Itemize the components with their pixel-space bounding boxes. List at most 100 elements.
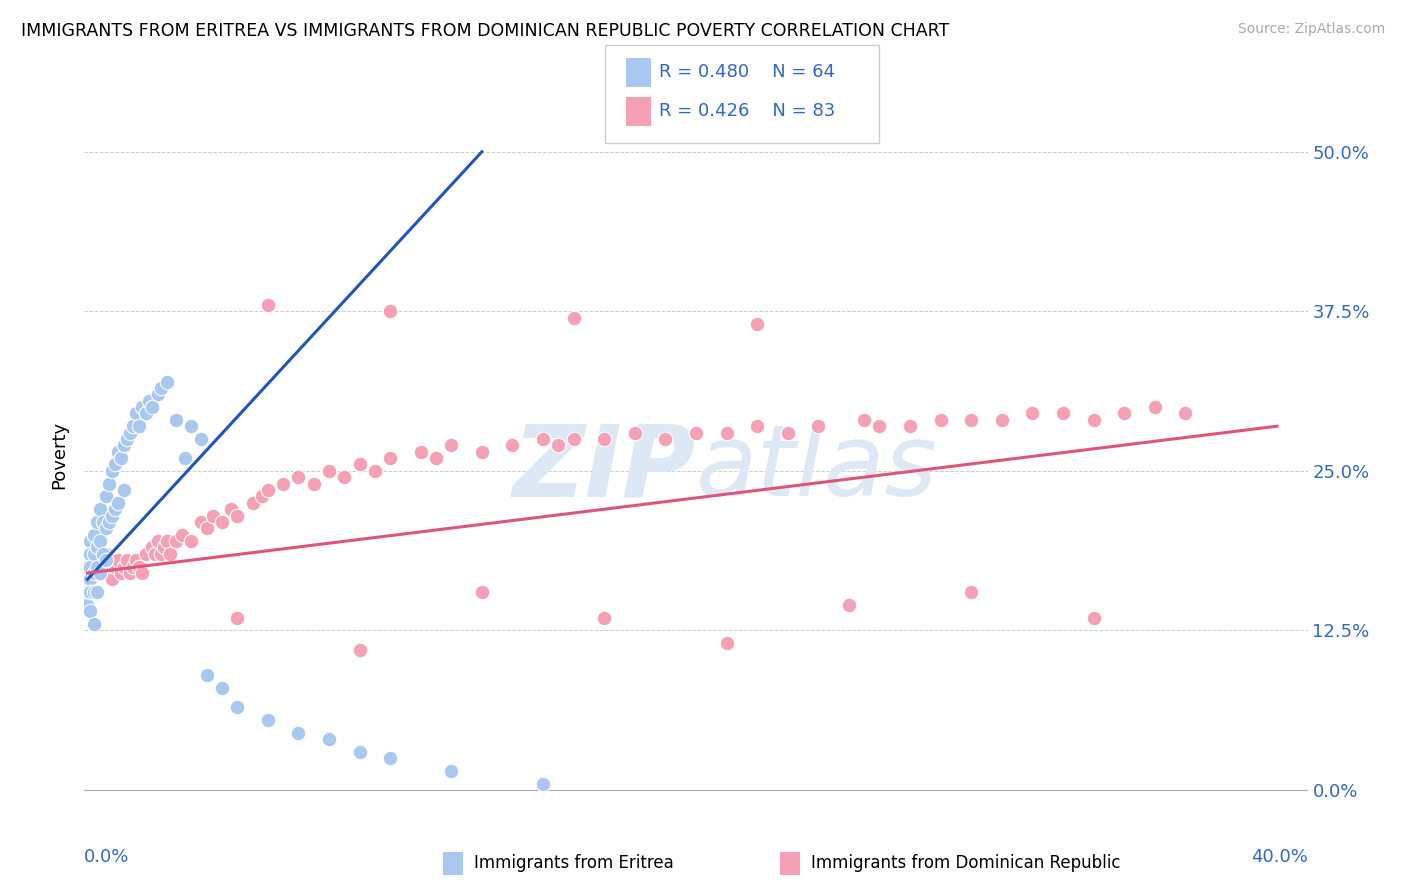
Point [1174,406,1197,420]
Point [97,566,120,580]
Point [86,559,108,574]
Point [141,541,163,555]
Point [747,317,769,331]
Point [190,515,212,529]
Point [79,547,101,561]
Point [146,534,169,549]
Point [94,490,117,504]
Point [349,458,371,472]
Point [131,566,153,580]
Point [83,585,105,599]
Point [349,642,371,657]
Point [318,464,340,478]
Text: Source: ZipAtlas.com: Source: ZipAtlas.com [1237,22,1385,37]
Point [79,559,101,574]
Point [226,610,249,624]
Point [159,547,181,561]
Point [257,713,280,727]
Point [1083,413,1105,427]
Point [156,375,179,389]
Point [302,476,325,491]
Point [853,413,876,427]
Point [380,451,402,466]
Point [776,425,799,440]
Point [1143,400,1166,414]
Point [143,547,166,561]
Point [91,515,114,529]
Point [83,617,105,632]
Point [104,559,127,574]
Point [1083,610,1105,624]
Point [107,553,129,567]
Point [364,464,387,478]
Point [79,573,101,587]
Point [271,476,294,491]
Point [257,483,280,497]
Text: 40.0%: 40.0% [1251,848,1308,866]
Point [502,438,524,452]
Point [76,585,98,599]
Point [593,610,616,624]
Point [149,547,172,561]
Point [929,413,952,427]
Point [440,764,463,778]
Point [76,598,98,612]
Point [101,573,124,587]
Point [83,547,105,561]
Point [1052,406,1074,420]
Point [94,547,117,561]
Point [547,438,569,452]
Point [83,566,105,580]
Point [531,432,554,446]
Point [128,419,150,434]
Point [287,725,309,739]
Point [104,502,127,516]
Text: R = 0.480    N = 64: R = 0.480 N = 64 [659,63,835,81]
Point [471,444,494,458]
Point [79,604,101,618]
Point [685,425,707,440]
Point [76,559,98,574]
Point [242,496,264,510]
Point [380,304,402,318]
Text: atlas: atlas [696,420,938,517]
Point [125,553,148,567]
Point [112,559,135,574]
Point [101,508,124,523]
Point [593,432,616,446]
Point [807,419,830,434]
Text: IMMIGRANTS FROM ERITREA VS IMMIGRANTS FROM DOMINICAN REPUBLIC POVERTY CORRELATIO: IMMIGRANTS FROM ERITREA VS IMMIGRANTS FR… [21,22,949,40]
Point [716,636,738,650]
Point [257,298,280,312]
Point [79,534,101,549]
Point [110,451,132,466]
Point [104,458,127,472]
Point [960,585,983,599]
Point [531,777,554,791]
Point [97,476,120,491]
Point [89,534,111,549]
Point [112,483,135,497]
Point [135,547,157,561]
Point [409,444,432,458]
Point [226,508,249,523]
Point [89,559,111,574]
Point [287,470,309,484]
Point [211,681,233,695]
Point [180,419,202,434]
Point [180,534,202,549]
Point [174,451,197,466]
Point [190,432,212,446]
Point [101,464,124,478]
Point [440,438,463,452]
Point [94,521,117,535]
Text: Immigrants from Eritrea: Immigrants from Eritrea [474,855,673,872]
Point [122,419,145,434]
Point [195,668,218,682]
Point [122,559,145,574]
Point [869,419,891,434]
Point [110,566,132,580]
Point [141,400,163,414]
Point [425,451,447,466]
Point [89,502,111,516]
